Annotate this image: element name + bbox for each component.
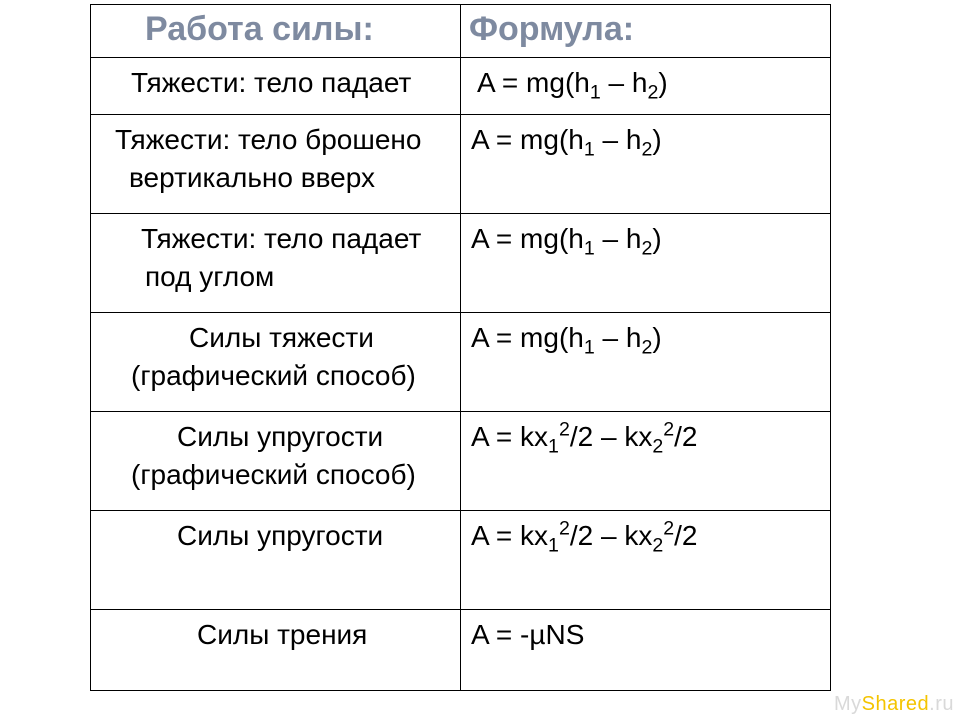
formula: A = mg(h1 – h2) [471, 67, 668, 98]
watermark-accent: Shared [862, 693, 930, 715]
formula: A = -µNS [471, 619, 584, 650]
description-line: Тяжести: тело падает [101, 220, 450, 258]
formula-cell: A = -µNS [461, 610, 831, 691]
watermark: MyShared.ru [834, 693, 954, 716]
physics-table: Работа силы: Формула: Тяжести: тело пада… [90, 4, 831, 691]
table-row: Силы упругости(графический способ) A = kx… [91, 412, 831, 511]
header-col1: Работа силы: [91, 5, 461, 58]
physics-table-body: Работа силы: Формула: Тяжести: тело пада… [91, 5, 831, 691]
formula-cell: A = mg(h1 – h2) [461, 313, 831, 412]
watermark-suffix: .ru [929, 693, 954, 715]
description-line: (графический способ) [101, 456, 450, 494]
table-row: Тяжести: тело падает A = mg(h1 – h2) [91, 58, 831, 115]
work-description-cell: Тяжести: тело падает [91, 58, 461, 115]
formula: A = mg(h1 – h2) [471, 223, 662, 254]
description-line: Силы тяжести [101, 319, 450, 357]
description-line: вертикально вверх [101, 159, 450, 197]
table-row: Силы трения A = -µNS [91, 610, 831, 691]
formula: A = kx12/2 – kx22/2 [471, 421, 698, 452]
header-col2: Формула: [461, 5, 831, 58]
work-description-cell: Силы упругости(графический способ) [91, 412, 461, 511]
watermark-prefix: My [834, 693, 862, 715]
formula-cell: A = mg(h1 – h2) [461, 214, 831, 313]
description-line: Тяжести: тело падает [101, 64, 450, 102]
description-line: Тяжести: тело брошено [101, 121, 450, 159]
formula-cell: A = mg(h1 – h2) [461, 58, 831, 115]
description-line: под углом [101, 258, 450, 296]
slide-stage: Работа силы: Формула: Тяжести: тело пада… [0, 0, 960, 720]
description-line: Силы трения [101, 616, 450, 654]
table-row: Силы тяжести(графический способ) A = mg(h… [91, 313, 831, 412]
formula: A = kx12/2 – kx22/2 [471, 520, 698, 551]
work-description-cell: Тяжести: тело падаетпод углом [91, 214, 461, 313]
description-line: (графический способ) [101, 357, 450, 395]
description-line: Силы упругости [101, 418, 450, 456]
table-row: Силы упругости A = kx12/2 – kx22/2 [91, 511, 831, 610]
formula-cell: A = kx12/2 – kx22/2 [461, 412, 831, 511]
work-description-cell: Тяжести: тело брошеновертикально вверх [91, 115, 461, 214]
formula: A = mg(h1 – h2) [471, 124, 662, 155]
description-line: Силы упругости [101, 517, 450, 555]
formula-cell: A = mg(h1 – h2) [461, 115, 831, 214]
formula-cell: A = kx12/2 – kx22/2 [461, 511, 831, 610]
work-description-cell: Силы тяжести(графический способ) [91, 313, 461, 412]
table-row: Тяжести: тело брошеновертикально вверх A … [91, 115, 831, 214]
table-header-row: Работа силы: Формула: [91, 5, 831, 58]
work-description-cell: Силы трения [91, 610, 461, 691]
formula: A = mg(h1 – h2) [471, 322, 662, 353]
work-description-cell: Силы упругости [91, 511, 461, 610]
table-row: Тяжести: тело падаетпод углом A = mg(h1 –… [91, 214, 831, 313]
